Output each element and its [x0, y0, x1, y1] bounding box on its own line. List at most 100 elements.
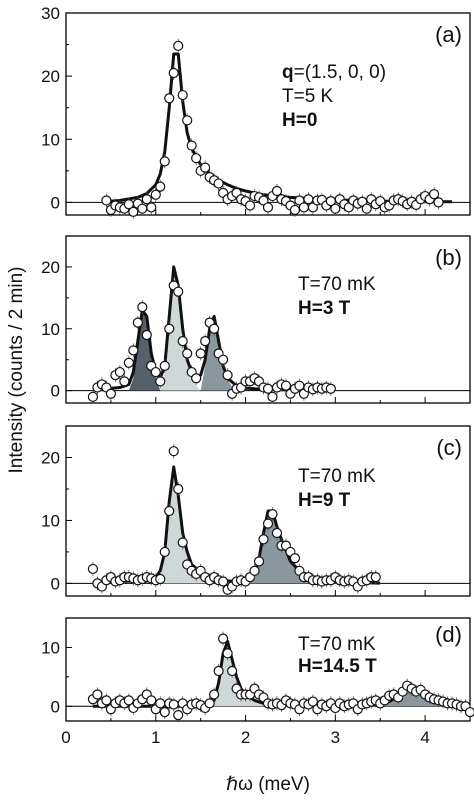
data-point [156, 182, 165, 191]
x-tick-label: 1 [151, 728, 160, 747]
data-point [192, 374, 201, 383]
x-tick-label: 3 [331, 728, 340, 747]
y-axis-label: Intensity (counts / 2 min) [6, 267, 27, 474]
annotation: T=5 K [282, 86, 334, 107]
y-tick-label: 10 [41, 130, 60, 149]
data-point [160, 547, 169, 556]
annotation: T=70 mK [298, 466, 376, 487]
y-tick-label: 10 [41, 320, 60, 339]
data-point [156, 377, 165, 386]
data-point [259, 535, 268, 544]
data-point [299, 203, 308, 212]
data-point [183, 349, 192, 358]
data-point [165, 324, 174, 333]
y-tick-label: 20 [41, 258, 60, 277]
data-point [160, 708, 169, 717]
data-point [169, 700, 178, 709]
data-point [214, 666, 223, 675]
data-point [165, 94, 174, 103]
data-point [169, 447, 178, 456]
panel-label: (b) [435, 245, 462, 270]
panel-label: (d) [435, 622, 462, 647]
data-point [138, 303, 147, 312]
data-point [160, 361, 169, 370]
data-point [133, 318, 142, 327]
annotation: H=0 [282, 110, 317, 131]
y-tick-label: 20 [41, 67, 60, 86]
data-point [219, 634, 228, 643]
data-point [246, 201, 255, 210]
data-point [124, 358, 133, 367]
annotation-bold: H=0 [282, 110, 317, 131]
data-point [151, 368, 160, 377]
data-point [264, 203, 273, 212]
data-point [115, 368, 124, 377]
annotation: H=14.5 T [298, 656, 377, 677]
data-point [192, 154, 201, 163]
data-point [178, 91, 187, 100]
annotation: q=(1.5, 0, 0) [282, 62, 386, 83]
data-point [187, 141, 196, 150]
data-point [434, 198, 443, 207]
x-tick-label: 0 [61, 728, 70, 747]
y-tick-label: 0 [51, 574, 60, 593]
data-point [169, 68, 178, 77]
data-point [272, 187, 281, 196]
data-point [102, 196, 111, 205]
data-point [210, 690, 219, 699]
data-point [264, 519, 273, 528]
data-point [174, 41, 183, 50]
y-tick-label: 30 [41, 4, 60, 23]
data-point [219, 577, 228, 586]
data-point [93, 690, 102, 699]
data-point [326, 384, 335, 393]
data-point [174, 711, 183, 720]
y-tick-label: 0 [51, 382, 60, 401]
data-point [205, 699, 214, 708]
x-tick-label: 4 [420, 728, 429, 747]
y-tick-label: 20 [41, 448, 60, 467]
data-point [174, 484, 183, 493]
data-point [183, 116, 192, 125]
data-point [214, 179, 223, 188]
data-point [142, 330, 151, 339]
data-point [156, 699, 165, 708]
data-point [88, 564, 97, 573]
data-point [228, 666, 237, 675]
data-point [120, 377, 129, 386]
annotation: T=70 mK [298, 274, 376, 295]
data-point [196, 349, 205, 358]
data-point [201, 337, 210, 346]
data-point [88, 392, 97, 401]
data-point [102, 696, 111, 705]
data-point [430, 190, 439, 199]
annotation-text: T=70 mK [298, 466, 376, 487]
data-point [250, 566, 259, 575]
data-point [129, 346, 138, 355]
panel-a: 0 10 20 30 (a) q=(1.5, 0, 0) T=5 K H=0 [41, 4, 470, 219]
data-point [147, 203, 156, 212]
y-tick-label: 10 [41, 638, 60, 657]
y-tick-label: 0 [51, 193, 60, 212]
data-point [165, 507, 174, 516]
x-axis-label: ℏω (meV) [226, 774, 310, 795]
data-point [290, 554, 299, 563]
data-point [201, 163, 210, 172]
data-point [223, 649, 232, 658]
data-point [147, 696, 156, 705]
data-point [272, 529, 281, 538]
annotation-text: T=70 mK [298, 634, 376, 655]
annotation: H=9 T [298, 490, 351, 511]
data-point [151, 190, 160, 199]
data-point [268, 510, 277, 519]
fit-line [102, 54, 452, 202]
data-point [219, 355, 228, 364]
annotation-bold: q [282, 62, 294, 83]
y-tick-label: 10 [41, 511, 60, 530]
panel-label: (a) [435, 22, 462, 47]
annotation-bold: H=3 T [298, 298, 351, 319]
data-point [156, 575, 165, 584]
